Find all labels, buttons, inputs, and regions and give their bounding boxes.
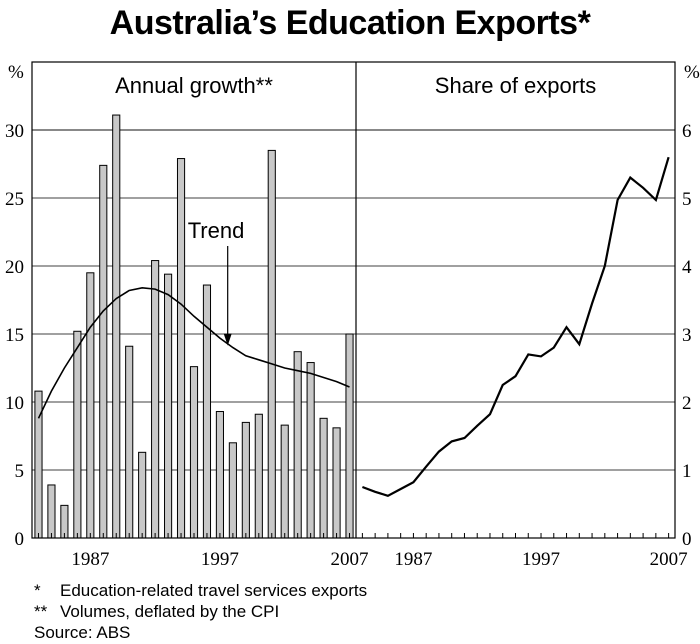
bar-1993 (164, 273, 173, 539)
bar-1988 (99, 164, 108, 539)
footnotes: * Education-related travel services expor… (34, 580, 367, 643)
xtick-left-1: 1997 (201, 549, 239, 570)
panel-title-left: Annual growth** (115, 73, 273, 98)
bar-1989 (112, 114, 121, 539)
bar-2002 (280, 424, 289, 539)
xtick-right-2: 2007 (650, 549, 688, 570)
ytick-right-2: 2 (682, 393, 692, 414)
footnote-1: * Education-related travel services expor… (34, 580, 367, 601)
bar-1986 (73, 330, 82, 539)
bar-1992 (151, 260, 160, 539)
ytick-left-1: 5 (15, 461, 25, 482)
footnote-2: ** Volumes, deflated by the CPI (34, 601, 367, 622)
growth-bars (34, 114, 354, 539)
bar-1995 (189, 366, 199, 539)
chart-lines (37, 156, 670, 497)
trend-arrow-head (223, 333, 232, 346)
bar-1999 (241, 421, 250, 539)
unit-right: % (684, 62, 700, 83)
panel-title-right: Share of exports (435, 73, 596, 98)
bar-2003 (293, 351, 302, 539)
xtick-left-2: 2007 (331, 549, 369, 570)
bar-2000 (254, 413, 263, 539)
footnote-2-mark: ** (34, 602, 48, 621)
bar-1991 (138, 451, 147, 539)
bar-2006 (332, 427, 341, 539)
unit-left: % (8, 62, 24, 83)
share-line (362, 156, 670, 497)
xtick-right-0: 1987 (394, 549, 432, 570)
footnote-2-text: Volumes, deflated by the CPI (60, 602, 280, 621)
xtick-right-1: 1997 (522, 549, 560, 570)
ytick-right-0: 0 (682, 529, 692, 550)
bar-1996 (202, 284, 212, 539)
chart-title: Australia’s Education Exports* (109, 4, 591, 42)
chart-labels: Trend 0 5 10 15 20 25 30 0 1 2 3 4 5 6% % 1987 1997 2007 19… (5, 62, 700, 570)
bar-2005 (319, 417, 328, 539)
ytick-right-6: 6 (682, 121, 692, 142)
ytick-left-0: 0 (15, 529, 25, 550)
ytick-right-4: 4 (682, 257, 692, 278)
footnote-1-mark: * (34, 581, 41, 600)
bar-1987 (86, 272, 95, 539)
bar-1994 (176, 158, 186, 539)
bar-1997 (215, 411, 224, 539)
ytick-left-5: 25 (5, 189, 24, 210)
bar-2007 (345, 333, 354, 539)
bar-1990 (125, 345, 134, 539)
ytick-left-6: 30 (5, 121, 24, 142)
trend-label: Trend (188, 218, 245, 243)
bar-1984 (47, 484, 56, 539)
ytick-right-3: 3 (682, 325, 692, 346)
source-note: Source: ABS (34, 623, 131, 642)
ytick-left-4: 20 (5, 257, 24, 278)
bar-2004 (306, 362, 315, 539)
plot-border (31, 61, 676, 539)
bar-2001 (267, 149, 276, 539)
bar-1998 (228, 442, 237, 539)
ytick-right-1: 1 (682, 461, 692, 482)
ytick-left-2: 10 (5, 393, 24, 414)
footnote-1-text: Education-related travel services export… (60, 581, 368, 600)
trend-line (37, 286, 350, 419)
chart-frame (31, 61, 676, 539)
ytick-left-3: 15 (5, 325, 24, 346)
xtick-left-0: 1987 (71, 549, 109, 570)
ytick-right-5: 5 (682, 189, 692, 210)
